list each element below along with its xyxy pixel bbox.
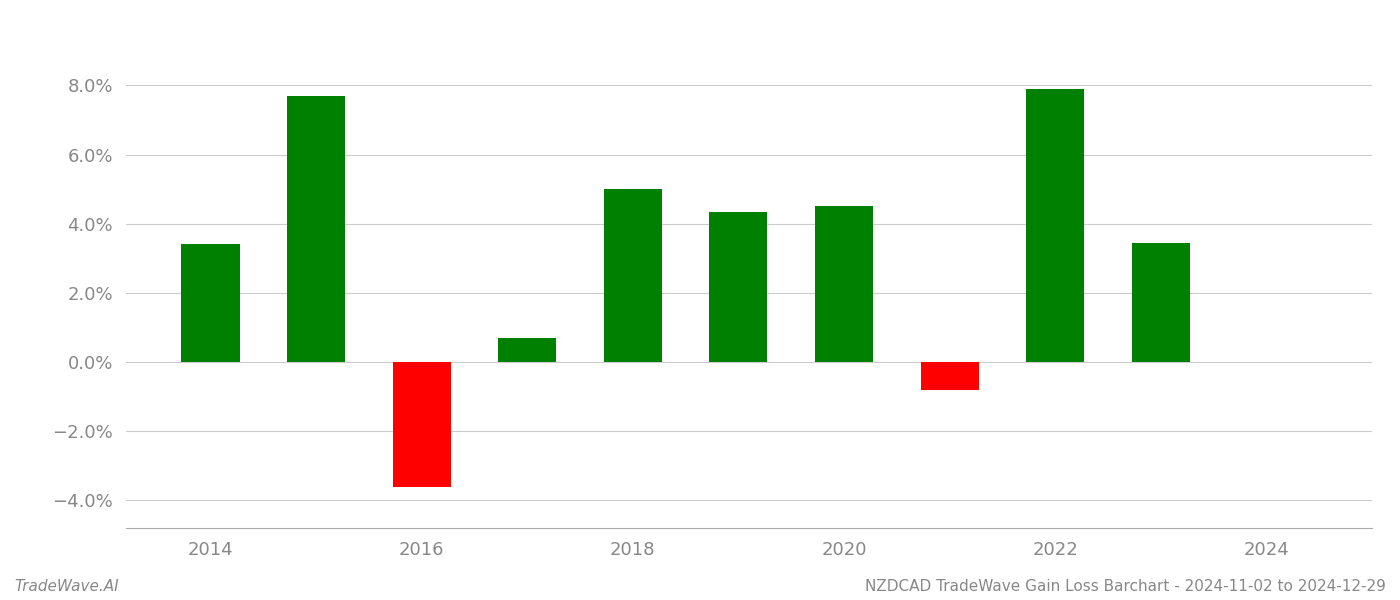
Bar [815, 206, 874, 362]
Bar [921, 362, 979, 389]
Bar [498, 338, 556, 362]
Text: NZDCAD TradeWave Gain Loss Barchart - 2024-11-02 to 2024-12-29: NZDCAD TradeWave Gain Loss Barchart - 20… [865, 579, 1386, 594]
Bar [1026, 89, 1084, 362]
Bar [1131, 242, 1190, 362]
Bar [287, 96, 346, 362]
Bar [710, 212, 767, 362]
Bar [603, 189, 662, 362]
Bar [392, 362, 451, 487]
Text: TradeWave.AI: TradeWave.AI [14, 579, 119, 594]
Bar [182, 244, 239, 362]
